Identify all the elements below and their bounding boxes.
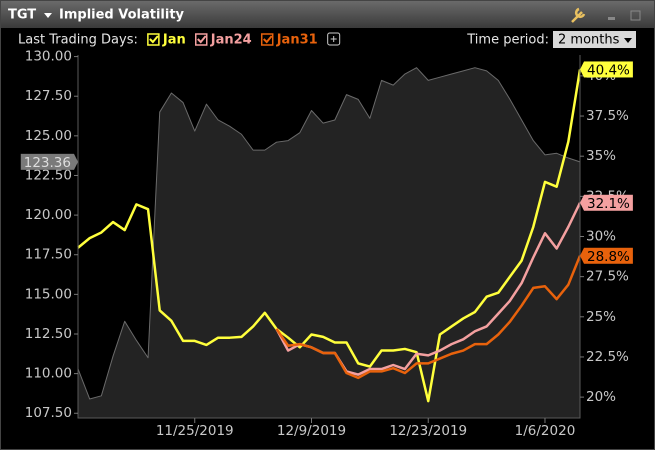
y-tick-label: 110.00 (25, 366, 72, 382)
value-label-pointer (580, 194, 584, 211)
value-label-pointer (580, 247, 584, 264)
y-tick-label: 112.50 (25, 326, 72, 342)
y-tick-label: 122.50 (25, 167, 72, 183)
value-label-text: 40.4% (587, 62, 630, 78)
legend-check (263, 35, 273, 44)
y2-tick-label: 22.5% (586, 349, 629, 365)
legend-check (149, 35, 159, 44)
iv-line (77, 69, 582, 403)
legend-item[interactable]: Jan24 (195, 33, 252, 48)
y2-tick-label: 25% (586, 309, 616, 325)
add-button[interactable] (327, 32, 341, 46)
add-button-plus (330, 36, 337, 42)
legend-checkbox[interactable] (260, 33, 274, 46)
y-tick-label: 127.50 (25, 88, 72, 104)
dropdown-arrow[interactable] (624, 38, 632, 43)
y-tick-label: 107.50 (25, 405, 72, 421)
value-label: 123.36 (20, 153, 78, 171)
value-label-box (584, 61, 633, 78)
x-tick-label: 11/25/2019 (156, 423, 234, 439)
x-tick-label: 12/23/2019 (389, 423, 467, 439)
symbol-dropdown[interactable] (44, 13, 52, 18)
close-button[interactable] (630, 10, 641, 21)
legend-text: Jan31 (276, 33, 318, 48)
legend-item[interactable]: Jan (147, 33, 186, 48)
value-label: 28.8% (580, 247, 633, 265)
legend-text: Jan24 (210, 33, 252, 48)
legend-check (197, 35, 207, 44)
add-button-box (327, 32, 341, 46)
value-label: 40.4% (580, 61, 633, 78)
time-period-value[interactable]: 2 months (558, 33, 620, 48)
y2-tick-label: 27.5% (586, 269, 629, 285)
value-label-pointer (74, 153, 78, 170)
y-tick-label: 115.00 (25, 286, 72, 302)
legend-checkbox[interactable] (195, 33, 208, 46)
value-label: 32.1% (580, 194, 633, 212)
y-tick-label: 117.50 (25, 247, 72, 263)
window-title: Implied Volatility (59, 8, 185, 23)
y-tick-label: 120.00 (25, 207, 72, 223)
value-label-text: 28.8% (587, 249, 630, 265)
price-line (77, 67, 581, 400)
y2-tick-label: 30% (586, 229, 616, 245)
value-label-text: 32.1% (587, 196, 630, 212)
x-tick-label: 12/9/2019 (277, 423, 346, 439)
value-label-box (20, 153, 74, 170)
iv-line (275, 255, 582, 380)
y-tick-label: 130.00 (25, 49, 72, 65)
value-label-text: 123.36 (24, 155, 71, 171)
y2-tick-label: 20% (586, 389, 616, 405)
time-period-label: Time period: (466, 33, 549, 48)
symbol[interactable]: TGT (8, 8, 36, 23)
settings-icon[interactable] (571, 7, 586, 23)
value-label-box (584, 194, 633, 211)
minimize-button[interactable] (608, 17, 615, 20)
y2-tick-label: 35% (586, 148, 616, 164)
title-bar (1, 1, 654, 28)
plot: 107.50 110.00 112.50 115.00 117.50 120.00 122.… (20, 49, 633, 439)
x-tick-label: 1/6/2020 (515, 423, 576, 439)
legend-item[interactable]: Jan31 (260, 33, 318, 48)
legend-text: Jan (162, 33, 186, 48)
legend-label: Last Trading Days: (18, 33, 138, 48)
y-tick-label: 125.00 (25, 128, 72, 144)
y2-tick-label: 37.5% (586, 108, 629, 124)
legend-checkbox[interactable] (147, 33, 160, 46)
value-label-pointer (580, 61, 584, 78)
price-area (78, 67, 580, 419)
time-period-dropdown[interactable] (553, 31, 636, 48)
value-label-box (584, 247, 633, 264)
